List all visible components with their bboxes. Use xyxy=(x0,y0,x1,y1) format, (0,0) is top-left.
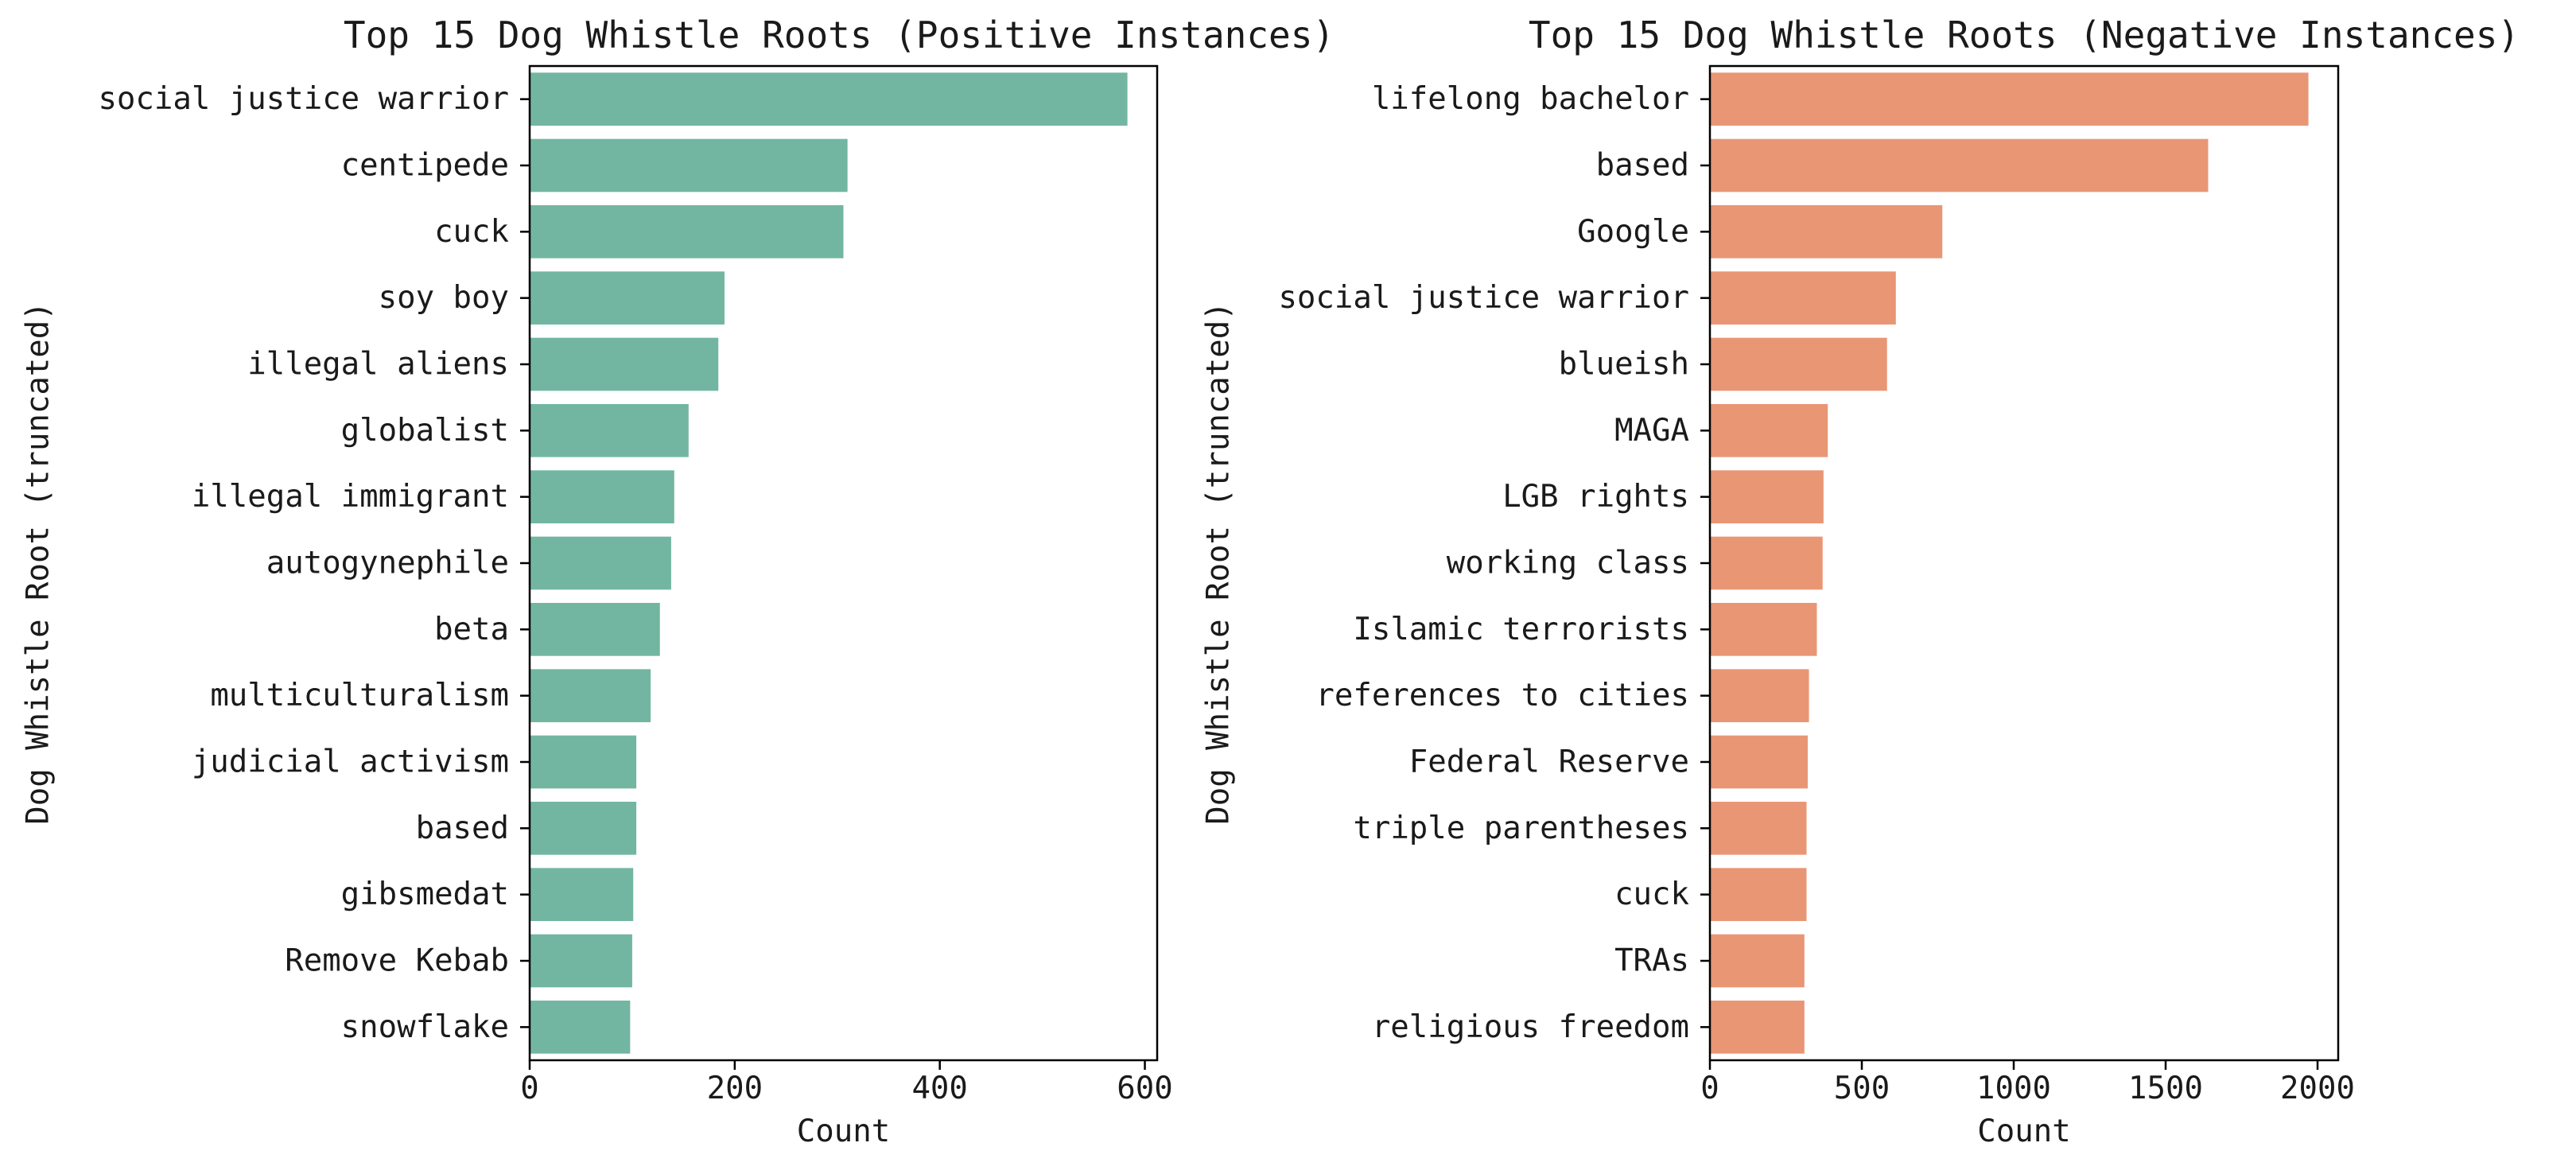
positive-category-label: Remove Kebab xyxy=(285,943,509,979)
positive-bar xyxy=(530,205,844,258)
negative-x-axis-label: Count xyxy=(1977,1114,2070,1149)
negative-category-label: blueish xyxy=(1559,347,1689,383)
positive-x-tick-label: 200 xyxy=(707,1071,763,1106)
positive-category-label: illegal immigrant xyxy=(192,479,509,515)
negative-bar xyxy=(1710,404,1828,457)
positive-category-label: multiculturalism xyxy=(210,678,509,713)
positive-chart: Top 15 Dog Whistle Roots (Positive Insta… xyxy=(21,14,1335,1149)
positive-category-label: cuck xyxy=(434,214,509,250)
negative-bar xyxy=(1710,72,2309,126)
positive-bar xyxy=(530,802,637,855)
positive-category-label: judicial activism xyxy=(192,744,509,780)
positive-category-label: based xyxy=(416,810,509,846)
negative-category-label: Google xyxy=(1577,214,1689,250)
negative-bar xyxy=(1710,802,1807,855)
negative-chart: Top 15 Dog Whistle Roots (Negative Insta… xyxy=(1201,14,2520,1149)
positive-category-label: snowflake xyxy=(341,1009,509,1045)
negative-x-tick-label: 500 xyxy=(1834,1071,1890,1106)
negative-bar xyxy=(1710,536,1823,590)
positive-bar xyxy=(530,735,637,789)
negative-x-tick-label: 1000 xyxy=(1976,1071,2051,1106)
positive-y-axis-label: Dog Whistle Root (truncated) xyxy=(21,301,56,824)
negative-category-label: references to cities xyxy=(1315,678,1689,713)
negative-category-label: TRAs xyxy=(1614,943,1689,979)
positive-bar xyxy=(530,536,671,590)
negative-bar xyxy=(1710,138,2209,192)
positive-x-tick-label: 400 xyxy=(911,1071,967,1106)
positive-category-label: gibsmedat xyxy=(341,877,509,912)
negative-x-tick-label: 2000 xyxy=(2280,1071,2355,1106)
positive-category-label: autogynephile xyxy=(266,546,509,581)
positive-category-label: social justice warrior xyxy=(98,81,509,117)
positive-bar xyxy=(530,603,660,656)
negative-bar xyxy=(1710,470,1824,523)
negative-category-label: Federal Reserve xyxy=(1409,744,1689,780)
positive-bar xyxy=(530,337,719,391)
negative-bar xyxy=(1710,603,1817,656)
positive-x-axis-label: Count xyxy=(797,1114,890,1149)
negative-y-axis-label: Dog Whistle Root (truncated) xyxy=(1201,301,1237,824)
negative-category-label: Islamic terrorists xyxy=(1353,612,1689,647)
negative-bar xyxy=(1710,337,1887,391)
negative-category-label: cuck xyxy=(1614,877,1689,912)
negative-category-label: social justice warrior xyxy=(1278,280,1689,316)
positive-x-tick-label: 600 xyxy=(1117,1071,1172,1106)
negative-bar xyxy=(1710,271,1896,325)
negative-bar xyxy=(1710,669,1809,722)
positive-category-label: illegal aliens xyxy=(247,347,509,383)
negative-category-label: working class xyxy=(1447,546,1689,581)
positive-bar xyxy=(530,271,725,325)
negative-category-label: based xyxy=(1596,148,1689,184)
positive-x-tick-label: 0 xyxy=(520,1071,538,1106)
positive-category-label: globalist xyxy=(341,413,509,449)
positive-bar xyxy=(530,1001,631,1054)
negative-category-label: MAGA xyxy=(1614,413,1689,449)
negative-category-label: triple parentheses xyxy=(1353,810,1689,846)
positive-chart-title: Top 15 Dog Whistle Roots (Positive Insta… xyxy=(344,14,1335,56)
positive-category-label: beta xyxy=(434,612,509,647)
positive-category-label: centipede xyxy=(341,148,509,184)
positive-bar xyxy=(530,404,689,457)
negative-category-label: religious freedom xyxy=(1372,1009,1689,1045)
negative-bar xyxy=(1710,868,1807,921)
positive-bar xyxy=(530,669,651,722)
positive-category-label: soy boy xyxy=(379,280,509,316)
negative-bar xyxy=(1710,1001,1805,1054)
positive-bar xyxy=(530,934,632,988)
negative-category-label: lifelong bachelor xyxy=(1372,81,1689,117)
negative-bar xyxy=(1710,735,1809,789)
negative-bar xyxy=(1710,934,1805,988)
negative-bar xyxy=(1710,205,1943,258)
negative-x-tick-label: 1500 xyxy=(2128,1071,2203,1106)
negative-category-label: LGB rights xyxy=(1502,479,1689,515)
negative-x-tick-label: 0 xyxy=(1700,1071,1719,1106)
positive-bar xyxy=(530,138,848,192)
positive-bar xyxy=(530,868,634,921)
negative-chart-title: Top 15 Dog Whistle Roots (Negative Insta… xyxy=(1529,14,2520,56)
positive-bar xyxy=(530,470,674,523)
positive-bar xyxy=(530,72,1128,126)
